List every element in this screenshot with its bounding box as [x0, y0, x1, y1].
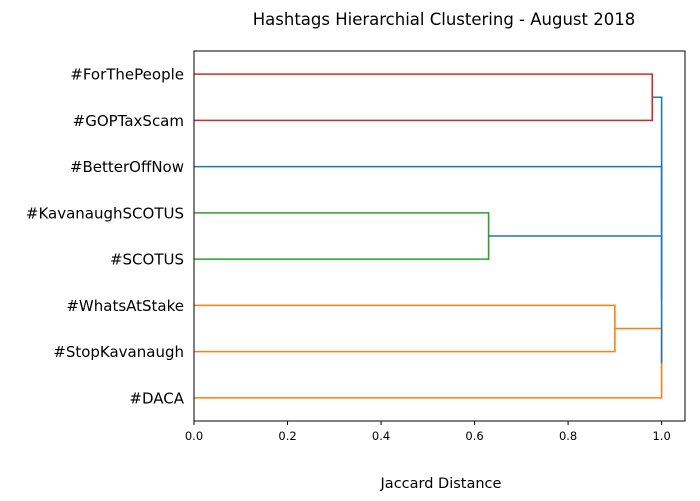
- dendrogram-link: [194, 327, 663, 399]
- x-axis-label: Jaccard Distance: [380, 476, 502, 492]
- dendrogram-link: [194, 165, 663, 300]
- leaf-label: #WhatsAtStake: [66, 297, 184, 315]
- dendrogram-link: [194, 212, 490, 260]
- dendrogram-link: [194, 304, 616, 353]
- x-tick-label: 0.8: [559, 429, 577, 443]
- plot-frame: [193, 50, 686, 422]
- x-axis: 0.0 0.2 0.4 0.6 0.8 1.0: [185, 421, 671, 443]
- dendrogram-link: [488, 235, 663, 364]
- x-tick-label: 0.4: [372, 429, 390, 443]
- leaf-label: #SCOTUS: [110, 251, 184, 269]
- leaf-label: #KavanaughSCOTUS: [26, 204, 184, 222]
- leaf-label: #BetterOffNow: [70, 158, 184, 176]
- dendrogram-link: [652, 96, 663, 234]
- dendrogram-link: [194, 73, 654, 122]
- leaf-label: #ForThePeople: [70, 66, 184, 84]
- x-tick-label: 1.0: [652, 429, 670, 443]
- x-tick-label: 0.6: [465, 429, 483, 443]
- dendrogram-links: [194, 73, 663, 399]
- x-tick-label: 0.2: [278, 429, 296, 443]
- x-tick-label: 0.0: [185, 429, 203, 443]
- y-axis: #ForThePeople #GOPTaxScam #BetterOffNow #Ka…: [26, 66, 185, 408]
- leaf-label: #GOPTaxScam: [73, 112, 184, 130]
- leaf-label: #DACA: [129, 389, 184, 407]
- chart-title: Hashtags Hierarchial Clustering - August…: [253, 10, 635, 29]
- leaf-label: #StopKavanaugh: [53, 343, 184, 361]
